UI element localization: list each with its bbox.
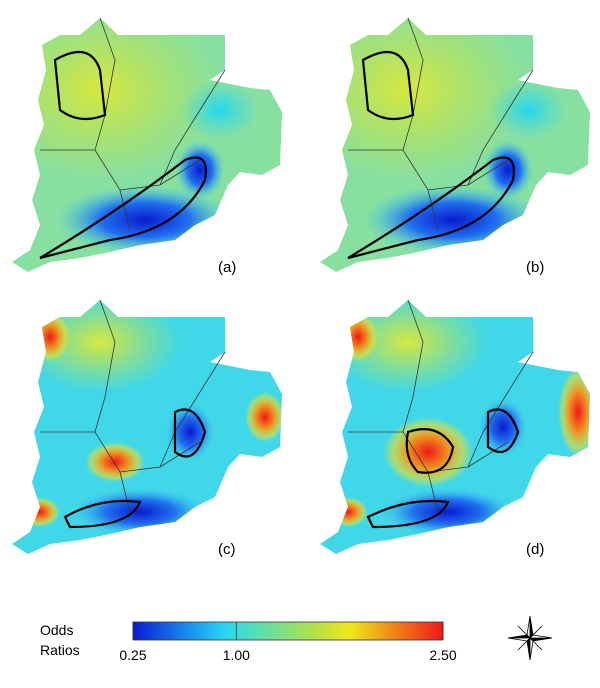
panel-label: (d) bbox=[526, 541, 544, 558]
map-panel-d: (d) bbox=[320, 299, 590, 558]
color-bar-ticks: 0.25 1.00 2.50 bbox=[119, 622, 457, 663]
legend-title: Odds Ratios bbox=[40, 622, 80, 658]
map-panel-b: (b) bbox=[288, 0, 590, 276]
tick-label: 1.00 bbox=[223, 647, 250, 663]
compass bbox=[507, 615, 553, 661]
map-panel-c: (c) bbox=[12, 299, 282, 558]
color-bar bbox=[132, 621, 444, 641]
tick-label: 2.50 bbox=[429, 647, 456, 663]
tick-label: 0.25 bbox=[119, 647, 146, 663]
panel-label: (b) bbox=[526, 259, 544, 276]
map-panel-a: (a) bbox=[0, 0, 282, 276]
panel-label: (c) bbox=[218, 541, 236, 558]
panel-label: (a) bbox=[218, 259, 236, 276]
